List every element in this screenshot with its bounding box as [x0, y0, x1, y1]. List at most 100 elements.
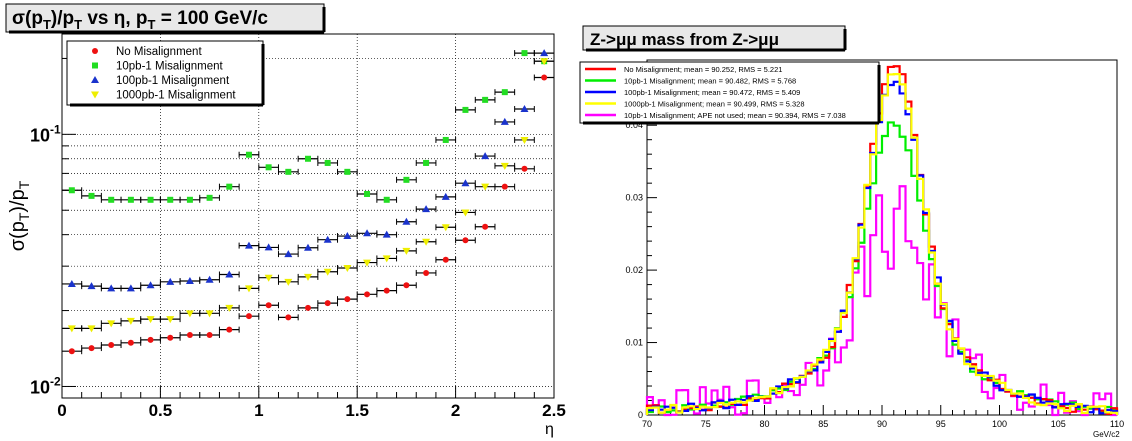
data-point [68, 348, 75, 355]
data-point [166, 316, 175, 324]
data-point [67, 325, 76, 333]
right-axes: 70 75 80 85 90 95 100 105 110 0 0.01 0.02 0.03 0.04 [625, 66, 1124, 429]
left-chart-title: σ(pT)/pT vs η, pT = 100 GeV/c [12, 8, 268, 32]
data-point [265, 302, 272, 309]
data-point [127, 196, 134, 203]
right-x-tick-label: 105 [1051, 419, 1066, 429]
data-point [382, 255, 391, 263]
data-point [284, 278, 293, 286]
data-point [422, 205, 431, 213]
data-point [540, 49, 549, 57]
data-point [305, 155, 311, 162]
data-point [67, 279, 76, 287]
data-point [205, 310, 214, 318]
legend-entry: 10pb-1 Misalignment; mean = 90.482, RMS … [624, 77, 796, 86]
left-series-2 [61, 49, 555, 292]
data-point [462, 237, 469, 244]
legend-entry: No Misalignment; mean = 90.252, RMS = 5.… [624, 65, 782, 74]
data-point [226, 183, 233, 190]
left-series-1 [61, 50, 555, 203]
data-point [481, 152, 490, 160]
mass-chart: 70 75 80 85 90 95 100 105 110 0 0.01 0.02 0.03 0.04 Z… [579, 25, 1124, 439]
data-point [423, 269, 430, 276]
legend-entry: 100pb-1 Misalignment [116, 75, 230, 87]
data-point [265, 164, 272, 171]
right-y-tick-label: 0.02 [625, 265, 643, 275]
left-series-0 [61, 74, 555, 355]
right-x-tick-label: 80 [759, 419, 769, 429]
left-x-axis-label: η [545, 421, 554, 438]
data-point [540, 58, 549, 66]
right-x-tick-label: 75 [701, 419, 711, 429]
data-point [205, 275, 214, 283]
data-point [423, 159, 430, 166]
histogram-3 [645, 73, 1119, 415]
legend-marker [91, 76, 99, 83]
data-point [403, 282, 410, 289]
data-point [185, 310, 194, 318]
data-point [461, 209, 470, 217]
data-point [285, 314, 292, 321]
data-point [402, 247, 411, 255]
data-point [244, 285, 253, 293]
left-data [61, 49, 555, 355]
right-data [645, 65, 1119, 417]
left-x-tick-label: 1.5 [345, 401, 369, 420]
data-point [383, 287, 390, 294]
data-point [88, 192, 95, 199]
data-point [441, 224, 450, 232]
data-point [186, 196, 193, 203]
data-point [87, 325, 96, 333]
data-point [461, 179, 470, 187]
data-point [245, 313, 252, 320]
data-point [146, 281, 155, 289]
right-x-tick-label: 100 [992, 419, 1007, 429]
data-point [364, 291, 371, 298]
data-point [363, 259, 372, 267]
data-point [167, 196, 174, 203]
right-x-tick-label: 70 [642, 419, 652, 429]
data-point [343, 232, 352, 240]
right-y-tick-label: 0.04 [625, 120, 643, 130]
data-point [441, 192, 450, 200]
data-point [324, 159, 331, 166]
right-y-tick-label: 0.01 [625, 338, 643, 348]
data-point [225, 304, 234, 312]
right-legend-box [579, 61, 880, 124]
data-point [343, 265, 352, 273]
left-x-tick-labels: 0 0.5 1 1.5 2 2.5 [57, 401, 566, 420]
data-point [403, 176, 410, 183]
data-point [481, 183, 490, 191]
data-point [501, 89, 508, 96]
data-point [383, 196, 390, 203]
data-point [482, 96, 489, 103]
data-point [264, 274, 273, 282]
right-title-box [582, 25, 846, 51]
data-point [107, 320, 116, 328]
legend-entry: No Misalignment [116, 46, 202, 58]
left-x-tick-label: 2.5 [542, 401, 566, 420]
data-point [442, 256, 449, 263]
right-x-tick-label: 85 [818, 419, 828, 429]
data-point [68, 187, 75, 194]
data-point [344, 296, 351, 303]
right-x-tick-label: 95 [936, 419, 946, 429]
resolution-chart: 0 0.5 1 1.5 2 2.5 10-2 10-1 σ(pT)/pT vs η, pT … [5, 3, 566, 438]
data-point [226, 326, 233, 333]
data-point [126, 317, 135, 325]
data-point [363, 229, 372, 237]
data-point [206, 194, 213, 201]
data-point [344, 168, 351, 175]
data-point [206, 331, 213, 338]
right-legend: No Misalignment; mean = 90.252, RMS = 5.… [579, 61, 881, 125]
data-point [146, 316, 155, 324]
data-point [482, 223, 489, 230]
data-point [501, 183, 508, 190]
legend-entry: 100pb-1 Misalignment; mean = 90.472, RMS… [624, 88, 800, 97]
legend-marker [92, 62, 98, 69]
right-y-tick-label: 0 [638, 410, 643, 420]
data-point [422, 238, 431, 246]
data-point [364, 190, 371, 197]
data-point [323, 268, 332, 276]
data-point [324, 300, 331, 307]
